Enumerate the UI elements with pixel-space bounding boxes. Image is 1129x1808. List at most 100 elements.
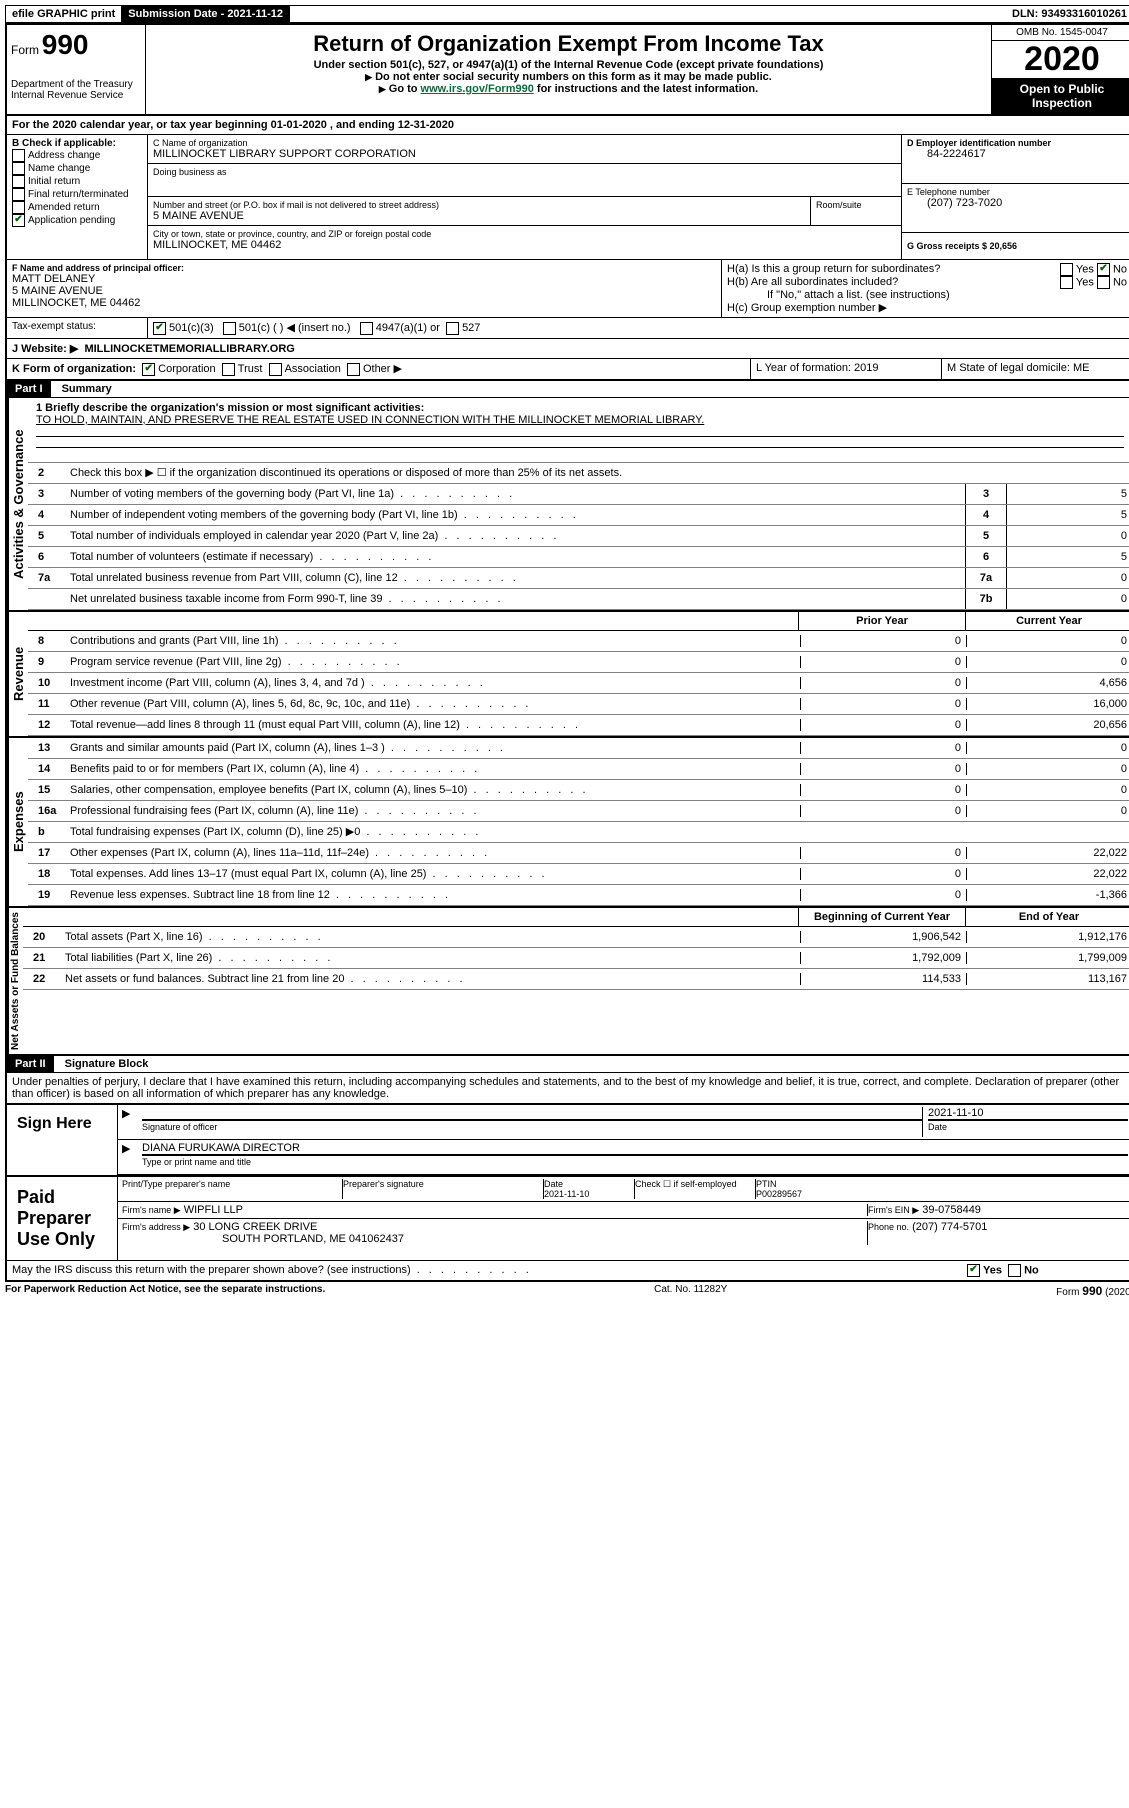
k-label: K Form of organization: <box>12 363 136 375</box>
gov-line-5: Total number of individuals employed in … <box>68 528 965 544</box>
org-phone: (207) 723-7020 <box>907 197 1127 209</box>
cb-application-pending[interactable] <box>12 214 25 227</box>
section-b: B Check if applicable: Address change Na… <box>7 135 148 259</box>
cb-discuss-no[interactable] <box>1008 1264 1021 1277</box>
gov-line-7a: Total unrelated business revenue from Pa… <box>68 570 965 586</box>
form-header: Form 990 Department of the Treasury Inte… <box>7 25 1129 116</box>
cb-527[interactable] <box>446 322 459 335</box>
gov-val-5: 0 <box>1007 526 1129 546</box>
fin-line-13: Grants and similar amounts paid (Part IX… <box>68 740 800 756</box>
cur-13: 0 <box>967 742 1129 754</box>
sign-here-label: Sign Here <box>7 1105 117 1175</box>
mission-text: TO HOLD, MAINTAIN, AND PRESERVE THE REAL… <box>36 414 1124 426</box>
cb-ha-no[interactable] <box>1097 263 1110 276</box>
gov-box-4: 4 <box>965 505 1007 525</box>
firm-name: WIPFLI LLP <box>184 1204 243 1216</box>
prior-10: 0 <box>800 677 967 689</box>
fin-line-12: Total revenue—add lines 8 through 11 (mu… <box>68 717 800 733</box>
cb-trust[interactable] <box>222 363 235 376</box>
form-container: Form 990 Department of the Treasury Inte… <box>5 23 1129 1282</box>
ptin-value: P00289567 <box>756 1189 802 1199</box>
cur-22: 113,167 <box>967 973 1129 985</box>
prior-13: 0 <box>800 742 967 754</box>
e-label: E Telephone number <box>907 187 1127 197</box>
governance-vlabel: Activities & Governance <box>7 398 28 610</box>
prior-15: 0 <box>800 784 967 796</box>
declaration-text: Under penalties of perjury, I declare th… <box>7 1073 1129 1104</box>
officer-name: MATT DELANEY <box>12 273 716 285</box>
top-bar: efile GRAPHIC print Submission Date - 20… <box>5 5 1129 23</box>
cb-501c[interactable] <box>223 322 236 335</box>
officer-addr2: MILLINOCKET, ME 04462 <box>12 297 716 309</box>
hc-label: H(c) Group exemption number ▶ <box>727 301 1127 314</box>
cb-hb-no[interactable] <box>1097 276 1110 289</box>
part1-label: Part I <box>7 381 51 397</box>
line-a-tax-year: For the 2020 calendar year, or tax year … <box>7 116 1129 134</box>
part2-title: Signature Block <box>57 1058 149 1070</box>
paid-preparer-label: Paid Preparer Use Only <box>7 1177 117 1260</box>
cur-10: 4,656 <box>967 677 1129 689</box>
cur-21: 1,799,009 <box>967 952 1129 964</box>
officer-printed-name: DIANA FURUKAWA DIRECTOR <box>142 1142 1128 1154</box>
line2-text: Check this box ▶ ☐ if the organization d… <box>68 464 1129 481</box>
prior-17: 0 <box>800 847 967 859</box>
irs-discuss-text: May the IRS discuss this return with the… <box>12 1264 532 1276</box>
cb-other[interactable] <box>347 363 360 376</box>
firm-addr-label: Firm's address ▶ <box>122 1222 190 1232</box>
cur-17: 22,022 <box>967 847 1129 859</box>
cb-initial-return[interactable] <box>12 175 25 188</box>
cb-amended-return[interactable] <box>12 201 25 214</box>
prep-date: 2021-11-10 <box>544 1189 589 1199</box>
cb-hb-yes[interactable] <box>1060 276 1073 289</box>
submission-date-button[interactable]: Submission Date - 2021-11-12 <box>122 6 290 22</box>
note-goto-suffix: for instructions and the latest informat… <box>534 83 758 95</box>
cur-20: 1,912,176 <box>967 931 1129 943</box>
cb-discuss-yes[interactable] <box>967 1264 980 1277</box>
fin-line-15: Salaries, other compensation, employee b… <box>68 782 800 798</box>
firm-addr1: 30 LONG CREEK DRIVE <box>193 1221 317 1233</box>
h-note: If "No," attach a list. (see instruction… <box>727 289 1127 301</box>
prior-12: 0 <box>800 719 967 731</box>
form-prefix: Form <box>11 43 39 57</box>
fin-line-22: Net assets or fund balances. Subtract li… <box>63 971 800 987</box>
cb-address-change[interactable] <box>12 149 25 162</box>
firm-ein-label: Firm's EIN ▶ <box>868 1205 919 1215</box>
cb-final-return[interactable] <box>12 188 25 201</box>
cb-4947[interactable] <box>360 322 373 335</box>
fin-line-20: Total assets (Part X, line 16) <box>63 929 800 945</box>
cur-15: 0 <box>967 784 1129 796</box>
website: MILLINOCKETMEMORIALLIBRARY.ORG <box>84 343 294 355</box>
cur-8: 0 <box>967 635 1129 647</box>
footer-catno: Cat. No. 11282Y <box>654 1284 727 1298</box>
gov-val-7a: 0 <box>1007 568 1129 588</box>
firm-addr2: SOUTH PORTLAND, ME 041062437 <box>122 1233 867 1245</box>
begin-year-header: Beginning of Current Year <box>798 908 966 926</box>
firm-name-label: Firm's name ▶ <box>122 1205 181 1215</box>
fin-line-11: Other revenue (Part VIII, column (A), li… <box>68 696 800 712</box>
cur-9: 0 <box>967 656 1129 668</box>
efile-label[interactable]: efile GRAPHIC print <box>6 6 122 22</box>
dba-label: Doing business as <box>153 167 896 177</box>
org-street: 5 MAINE AVENUE <box>153 210 805 222</box>
cb-501c3[interactable] <box>153 322 166 335</box>
cb-association[interactable] <box>269 363 282 376</box>
sig-officer-label: Signature of officer <box>142 1122 217 1132</box>
dept-label: Department of the Treasury <box>11 79 141 90</box>
gov-box-3: 3 <box>965 484 1007 504</box>
gov-box-7b: 7b <box>965 589 1007 609</box>
cur-19: -1,366 <box>967 889 1129 901</box>
prior-14: 0 <box>800 763 967 775</box>
fin-line-b: Total fundraising expenses (Part IX, col… <box>68 823 800 840</box>
addr-label: Number and street (or P.O. box if mail i… <box>153 200 805 210</box>
prior-9: 0 <box>800 656 967 668</box>
prior-11: 0 <box>800 698 967 710</box>
instructions-link[interactable]: www.irs.gov/Form990 <box>421 83 534 95</box>
cb-corporation[interactable] <box>142 363 155 376</box>
cur-16a: 0 <box>967 805 1129 817</box>
prep-name-label: Print/Type preparer's name <box>122 1179 343 1199</box>
fin-line-18: Total expenses. Add lines 13–17 (must eq… <box>68 866 800 882</box>
g-gross-receipts: G Gross receipts $ 20,656 <box>907 241 1127 251</box>
cb-ha-yes[interactable] <box>1060 263 1073 276</box>
cb-name-change[interactable] <box>12 162 25 175</box>
ha-label: H(a) Is this a group return for subordin… <box>727 263 940 276</box>
